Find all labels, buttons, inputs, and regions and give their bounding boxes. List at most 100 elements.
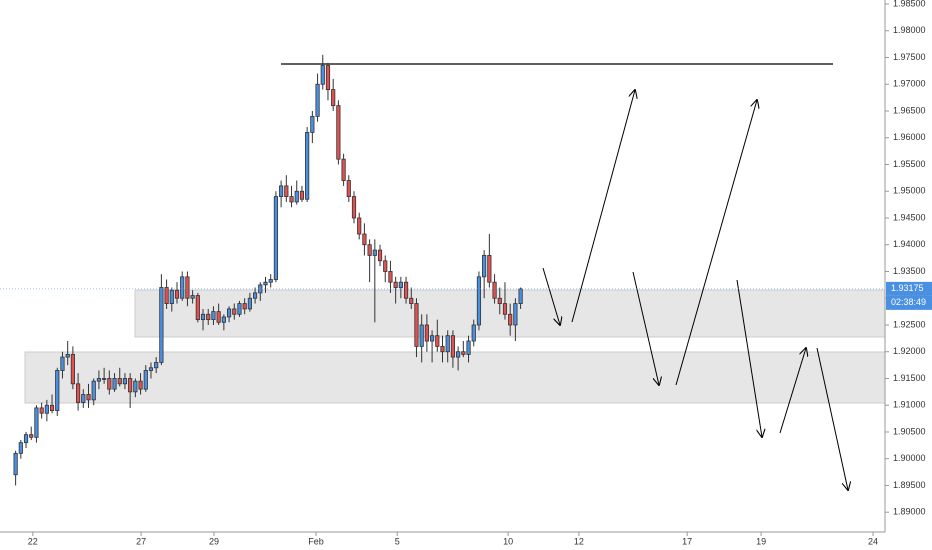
candle-body — [372, 249, 377, 256]
candle-body — [336, 105, 341, 160]
arrow — [779, 348, 806, 434]
candle-body — [331, 89, 336, 107]
y-tick-label: 1.96000 — [893, 132, 926, 142]
candle-body — [23, 434, 29, 444]
x-tick-label: 17 — [682, 536, 692, 546]
candle-body — [86, 394, 91, 401]
y-tick-label: 1.97500 — [893, 52, 926, 62]
y-tick-label: 1.90000 — [893, 453, 926, 463]
candle-body — [81, 394, 86, 403]
arrows — [542, 90, 848, 490]
candle-body — [34, 407, 39, 438]
candle-body — [143, 370, 148, 390]
candle-body — [476, 276, 482, 326]
candle-body — [502, 303, 508, 315]
arrow — [632, 271, 659, 385]
candle-body — [185, 276, 190, 299]
candle-body — [315, 83, 320, 117]
candle-body — [268, 279, 273, 283]
candle-body — [75, 383, 81, 403]
candle-body — [513, 303, 518, 326]
candle-body — [310, 115, 315, 133]
candle-body — [487, 255, 492, 283]
y-tick-label: 1.93500 — [893, 266, 926, 276]
candle-body — [169, 289, 174, 304]
candle-body — [154, 362, 159, 369]
y-tick-label: 1.91500 — [893, 373, 926, 383]
arrow — [816, 347, 848, 490]
candle-body — [263, 281, 268, 286]
x-tick-label: 29 — [209, 536, 219, 546]
drawings — [24, 63, 886, 490]
candle-body — [237, 303, 242, 315]
y-tick-label: 1.94000 — [893, 239, 926, 249]
candle-body — [403, 281, 409, 299]
y-tick-label: 1.92500 — [893, 319, 926, 329]
candle-body — [294, 190, 299, 203]
candle-body — [138, 380, 143, 390]
y-tick-label: 1.90500 — [893, 426, 926, 436]
arrow — [542, 267, 560, 325]
candle-body — [232, 308, 237, 315]
candle-body — [497, 297, 502, 304]
candle-body — [450, 335, 456, 358]
candle-body — [461, 351, 466, 355]
candle-body — [351, 196, 357, 219]
y-tick-label: 1.92000 — [893, 346, 926, 356]
candle-body — [107, 378, 112, 390]
candle-body — [159, 287, 164, 363]
candle-body — [174, 289, 180, 299]
candle-body — [195, 295, 200, 321]
y-tick-label: 1.97000 — [893, 79, 926, 89]
last-price-label: 1.93175 — [891, 283, 924, 293]
candle-body — [299, 190, 305, 200]
y-tick-label: 1.89500 — [893, 480, 926, 490]
candle-body — [96, 378, 102, 382]
candle-body — [279, 185, 284, 197]
candle-body — [13, 452, 18, 476]
candle-body — [128, 378, 133, 393]
arrow — [736, 279, 762, 437]
candle-body — [190, 295, 195, 299]
candle-body — [18, 442, 23, 454]
countdown-box — [886, 295, 932, 310]
candle-body — [44, 404, 49, 414]
x-tick-label: Feb — [308, 536, 324, 546]
candle-body — [102, 378, 107, 380]
candle-body — [466, 340, 471, 355]
candle-body — [55, 370, 60, 411]
x-tick-label: 10 — [503, 536, 513, 546]
candle-body — [289, 196, 294, 203]
candle-body — [429, 335, 435, 342]
candle-body — [247, 297, 252, 310]
candle-body — [440, 345, 445, 353]
y-tick-label: 1.96500 — [893, 105, 926, 115]
candle-body — [419, 324, 424, 347]
candle-body — [471, 324, 476, 342]
candle-body — [164, 287, 169, 304]
candle-body — [200, 313, 206, 321]
candle-body — [414, 303, 419, 347]
candle-body — [435, 335, 440, 347]
candle-body — [112, 378, 117, 390]
candle-body — [60, 356, 65, 371]
candle-body — [148, 367, 154, 371]
x-tick-label: 12 — [574, 536, 584, 546]
candle-body — [508, 313, 513, 326]
x-tick-label: 24 — [868, 536, 878, 546]
candle-body — [117, 378, 122, 385]
candle-body — [346, 180, 351, 197]
candle-body — [325, 65, 331, 91]
candle-body — [320, 65, 325, 85]
candle-body — [284, 185, 289, 197]
candle-body — [49, 404, 55, 411]
candle-body — [252, 292, 258, 299]
y-tick-label: 1.95000 — [893, 186, 926, 196]
candle-body — [388, 271, 393, 283]
x-tick-label: 27 — [136, 536, 146, 546]
candle-body — [211, 311, 216, 321]
candle-body — [367, 244, 372, 256]
y-tick-label: 1.98500 — [893, 0, 926, 8]
